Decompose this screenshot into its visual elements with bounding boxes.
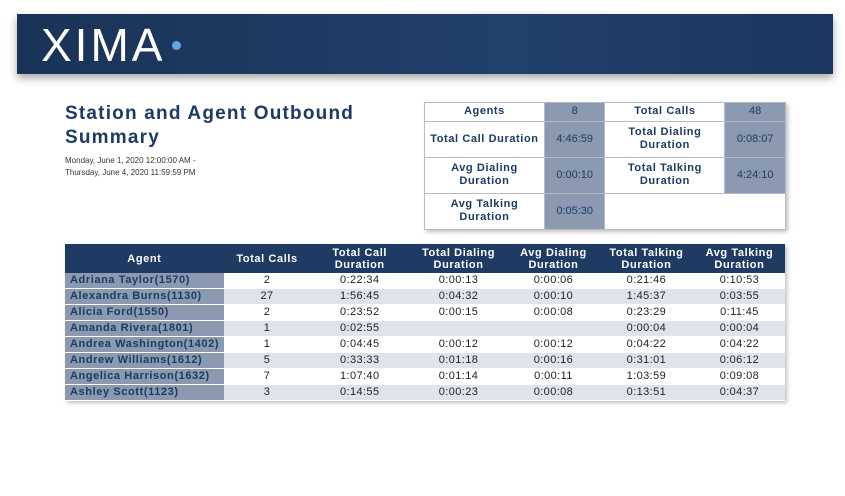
xima-logo: XIMA — [41, 19, 166, 71]
total-talking-duration-cell: 0:23:29 — [598, 304, 694, 321]
avg-dialing-duration-cell: 0:00:12 — [507, 336, 599, 353]
date-range-end: Thursday, June 4, 2020 11:59:59 PM — [65, 168, 196, 177]
avg-talking-duration-label: Avg Talking Duration — [424, 192, 545, 231]
avg-dialing-duration-cell: 0:00:16 — [507, 352, 599, 369]
empty-cell — [604, 192, 786, 231]
total-calls-cell: 2 — [223, 304, 311, 321]
total-calls-cell: 27 — [223, 288, 311, 305]
total-dialing-duration-value: 0:08:07 — [724, 120, 786, 158]
total-talking-duration-label: Total Talking Duration — [604, 156, 726, 194]
table-row: Ashley Scott(1123) 3 0:14:55 0:00:23 0:00:08… — [65, 384, 785, 401]
avg-dialing-duration-label: Avg Dialing Duration — [424, 156, 545, 194]
avg-dialing-duration-value: 0:00:10 — [543, 156, 606, 194]
table-row: Alicia Ford(1550) 2 0:23:52 0:00:15 0:00:08 0… — [65, 304, 785, 321]
total-call-duration-cell: 1:07:40 — [310, 368, 410, 385]
table-row: Andrea Washington(1402) 1 0:04:45 0:00:12 0:… — [65, 336, 785, 353]
summary-table: Agents 8 Total Calls 48 Total Call Durat… — [424, 102, 786, 231]
total-calls-cell: 1 — [223, 320, 311, 337]
column-header-total-dialing-duration: Total Dialing Duration — [409, 244, 508, 273]
column-header-total-call-duration: Total Call Duration — [310, 244, 410, 273]
agents-value: 8 — [543, 102, 606, 122]
table-row: Alexandra Burns(1130) 27 1:56:45 0:04:32 0:0… — [65, 288, 785, 305]
avg-talking-duration-value: 0:05:30 — [543, 192, 606, 231]
total-dialing-duration-cell: 0:04:32 — [409, 288, 508, 305]
avg-talking-duration-cell: 0:09:08 — [693, 368, 785, 385]
avg-dialing-duration-cell: 0:00:08 — [507, 384, 599, 401]
column-header-avg-dialing-duration: Avg Dialing Duration — [507, 244, 599, 273]
agent-name-cell: Andrea Washington(1402) — [65, 336, 224, 353]
table-row: Adriana Taylor(1570) 2 0:22:34 0:00:13 0:00:… — [65, 273, 785, 289]
column-header-total-talking-duration: Total Talking Duration — [598, 244, 694, 273]
avg-dialing-duration-cell: 0:00:11 — [507, 368, 599, 385]
avg-dialing-duration-cell — [507, 320, 599, 337]
total-call-duration-cell: 0:22:34 — [310, 273, 410, 289]
avg-talking-duration-cell: 0:03:55 — [693, 288, 785, 305]
column-header-avg-talking-duration: Avg Talking Duration — [693, 244, 785, 273]
total-call-duration-cell: 0:04:45 — [310, 336, 410, 353]
total-call-duration-label: Total Call Duration — [424, 120, 545, 158]
avg-talking-duration-cell: 0:10:53 — [693, 273, 785, 289]
total-calls-cell: 1 — [223, 336, 311, 353]
total-calls-value: 48 — [724, 102, 786, 122]
agent-name-cell: Ashley Scott(1123) — [65, 384, 224, 401]
agents-label: Agents — [424, 102, 545, 122]
total-call-duration-cell: 1:56:45 — [310, 288, 410, 305]
avg-talking-duration-cell: 0:04:37 — [693, 384, 785, 401]
total-dialing-duration-cell: 0:00:13 — [409, 273, 508, 289]
total-calls-cell: 5 — [223, 352, 311, 369]
total-dialing-duration-cell — [409, 320, 508, 337]
total-dialing-duration-cell: 0:01:14 — [409, 368, 508, 385]
total-dialing-duration-cell: 0:00:15 — [409, 304, 508, 321]
table-row: Amanda Rivera(1801) 1 0:02:55 0:00:04 0:00:0… — [65, 320, 785, 337]
total-call-duration-cell: 0:14:55 — [310, 384, 410, 401]
report-title: Station and Agent Outbound Summary — [65, 103, 355, 148]
agent-name-cell: Alicia Ford(1550) — [65, 304, 224, 321]
table-row: Andrew Williams(1612) 5 0:33:33 0:01:18 0:00… — [65, 352, 785, 369]
column-header-total-calls: Total Calls — [223, 244, 311, 273]
total-talking-duration-cell: 1:45:37 — [598, 288, 694, 305]
total-calls-cell: 7 — [223, 368, 311, 385]
table-row: Angelica Harrison(1632) 7 1:07:40 0:01:14 0:… — [65, 368, 785, 385]
total-talking-duration-cell: 0:21:46 — [598, 273, 694, 289]
avg-talking-duration-cell: 0:06:12 — [693, 352, 785, 369]
avg-dialing-duration-cell: 0:00:06 — [507, 273, 599, 289]
date-range: Monday, June 1, 2020 12:00:00 AM - Thurs… — [65, 155, 265, 179]
agent-table-header: Agent Total Calls Total Call Duration To… — [65, 244, 785, 273]
avg-dialing-duration-cell: 0:00:08 — [507, 304, 599, 321]
agent-name-cell: Alexandra Burns(1130) — [65, 288, 224, 305]
agent-table-body: Adriana Taylor(1570) 2 0:22:34 0:00:13 0:00:… — [65, 273, 785, 401]
total-talking-duration-cell: 0:31:01 — [598, 352, 694, 369]
avg-dialing-duration-cell: 0:00:10 — [507, 288, 599, 305]
agent-name-cell: Amanda Rivera(1801) — [65, 320, 224, 337]
total-call-duration-cell: 0:02:55 — [310, 320, 410, 337]
total-calls-cell: 2 — [223, 273, 311, 289]
total-call-duration-cell: 0:23:52 — [310, 304, 410, 321]
avg-talking-duration-cell: 0:04:22 — [693, 336, 785, 353]
avg-talking-duration-cell: 0:00:04 — [693, 320, 785, 337]
total-dialing-duration-cell: 0:01:18 — [409, 352, 508, 369]
date-range-start: Monday, June 1, 2020 12:00:00 AM - — [65, 156, 196, 165]
total-call-duration-cell: 0:33:33 — [310, 352, 410, 369]
total-dialing-duration-cell: 0:00:12 — [409, 336, 508, 353]
agent-name-cell: Andrew Williams(1612) — [65, 352, 224, 369]
total-talking-duration-cell: 0:13:51 — [598, 384, 694, 401]
header-banner: XIMA — [17, 14, 833, 74]
total-dialing-duration-label: Total Dialing Duration — [604, 120, 726, 158]
total-calls-cell: 3 — [223, 384, 311, 401]
total-talking-duration-value: 4:24:10 — [724, 156, 786, 194]
agent-name-cell: Angelica Harrison(1632) — [65, 368, 224, 385]
avg-talking-duration-cell: 0:11:45 — [693, 304, 785, 321]
total-talking-duration-cell: 0:00:04 — [598, 320, 694, 337]
total-call-duration-value: 4:46:59 — [543, 120, 606, 158]
total-calls-label: Total Calls — [604, 102, 726, 122]
total-talking-duration-cell: 0:04:22 — [598, 336, 694, 353]
total-talking-duration-cell: 1:03:59 — [598, 368, 694, 385]
total-dialing-duration-cell: 0:00:23 — [409, 384, 508, 401]
column-header-agent: Agent — [65, 244, 224, 273]
logo-dot-icon — [172, 41, 181, 50]
agent-table: Agent Total Calls Total Call Duration To… — [65, 244, 785, 401]
agent-name-cell: Adriana Taylor(1570) — [65, 273, 224, 289]
